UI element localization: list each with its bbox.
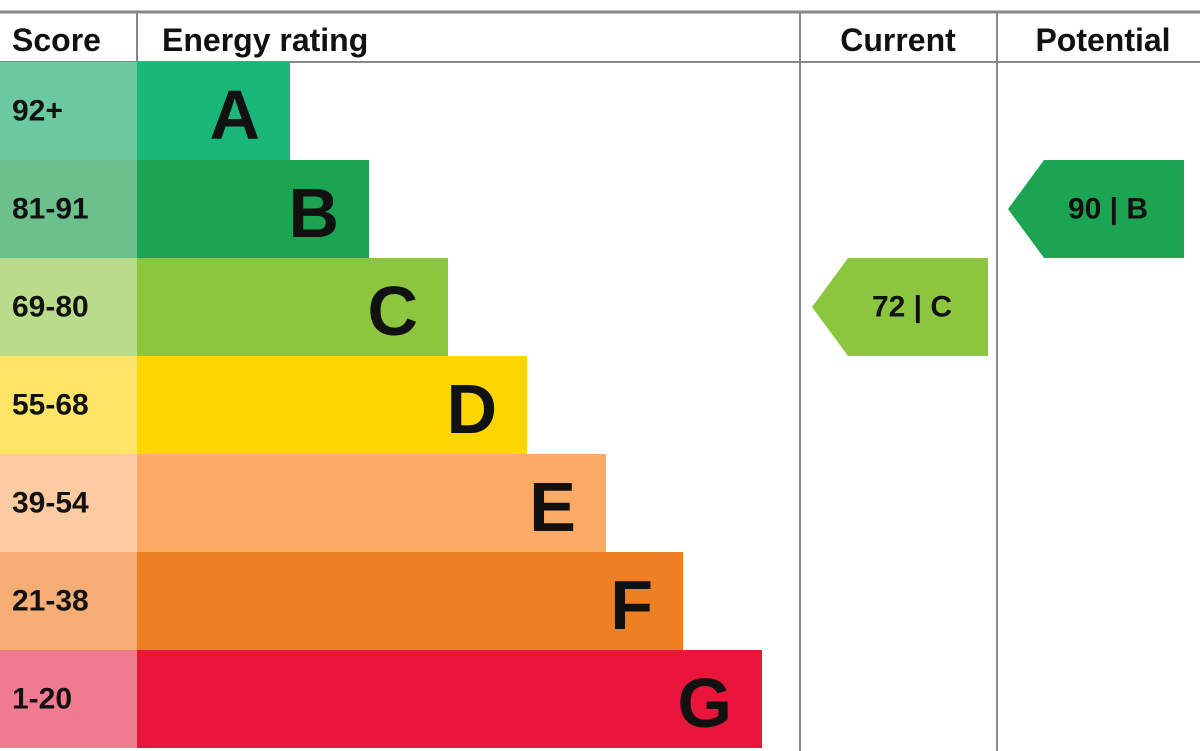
score-cell [0, 454, 137, 552]
rating-bar [137, 650, 762, 748]
rating-bar [137, 258, 448, 356]
rating-letter: E [529, 468, 576, 546]
score-label: 21-38 [12, 585, 89, 618]
score-cell [0, 160, 137, 258]
score-cell [0, 650, 137, 748]
score-cell [0, 258, 137, 356]
rating-letter: D [446, 370, 497, 448]
potential-arrow [1008, 160, 1184, 258]
rating-letter: B [288, 174, 339, 252]
rating-letter: A [209, 76, 260, 154]
score-label: 55-68 [12, 389, 89, 422]
score-label: 92+ [12, 95, 63, 128]
score-label: 1-20 [12, 683, 72, 716]
score-label: 81-91 [12, 193, 89, 226]
current-arrow [812, 258, 988, 356]
rating-letter: F [610, 566, 653, 644]
header-current: Current [840, 22, 956, 58]
rating-bar [137, 454, 606, 552]
rating-bar [137, 160, 369, 258]
header-potential: Potential [1035, 22, 1170, 58]
score-cell [0, 356, 137, 454]
header-rating: Energy rating [162, 22, 368, 58]
rating-letter: G [678, 664, 732, 742]
current-label: 72 | C [872, 291, 952, 324]
score-cell [0, 62, 137, 160]
rating-bar [137, 552, 683, 650]
score-label: 39-54 [12, 487, 89, 520]
header-score: Score [12, 22, 101, 58]
rating-letter: C [367, 272, 418, 350]
score-cell [0, 552, 137, 650]
potential-label: 90 | B [1068, 193, 1148, 226]
rating-bar [137, 62, 290, 160]
rating-bar [137, 356, 527, 454]
score-label: 69-80 [12, 291, 89, 324]
